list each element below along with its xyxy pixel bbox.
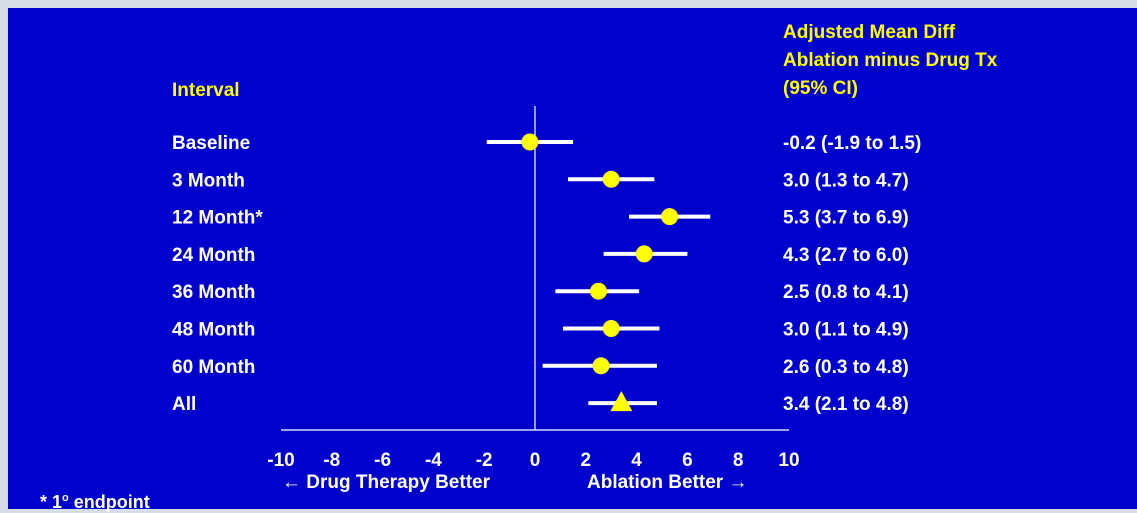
forest-row: 24 Month 4.3 (2.7 to 6.0) xyxy=(172,245,909,266)
estimate-marker xyxy=(635,245,653,263)
estimate-marker xyxy=(602,320,620,337)
forest-row: 3 Month 3.0 (1.3 to 4.7) xyxy=(172,170,909,191)
x-tick-label: 8 xyxy=(733,450,744,471)
forest-row: 12 Month* 5.3 (3.7 to 6.9) xyxy=(172,208,909,229)
row-label: 60 Month xyxy=(172,357,255,378)
row-result: 3.0 (1.1 to 4.9) xyxy=(783,320,909,341)
x-tick-label: 0 xyxy=(530,450,541,471)
estimate-marker xyxy=(610,391,633,412)
row-label: 36 Month xyxy=(172,282,255,303)
interval-header: Interval xyxy=(172,80,240,101)
estimate-marker xyxy=(592,357,610,375)
x-tick-label: 10 xyxy=(778,450,799,471)
forest-row: Baseline -0.2 (-1.9 to 1.5) xyxy=(172,133,921,154)
result-header-line: (95% CI) xyxy=(783,78,858,99)
x-label-right: Ablation Better → xyxy=(587,472,747,493)
x-label-left: ← Drug Therapy Better xyxy=(282,472,491,493)
row-label: 24 Month xyxy=(172,245,255,266)
row-result: 2.5 (0.8 to 4.1) xyxy=(783,282,909,303)
row-label: 48 Month xyxy=(172,320,255,341)
row-result: 2.6 (0.3 to 4.8) xyxy=(783,357,909,378)
estimate-marker xyxy=(602,170,620,188)
footnote: * 1o endpoint xyxy=(40,492,150,513)
x-tick-label: -8 xyxy=(323,450,340,471)
x-tick-label: 2 xyxy=(581,450,592,471)
row-result: 3.4 (2.1 to 4.8) xyxy=(783,394,909,415)
footnote-suffix: endpoint xyxy=(68,492,150,512)
row-label: 3 Month xyxy=(172,170,245,191)
forest-plot: Interval Adjusted Mean Diff Ablation minus… xyxy=(172,22,998,493)
forest-row: 48 Month 3.0 (1.1 to 4.9) xyxy=(172,320,909,341)
row-result: 5.3 (3.7 to 6.9) xyxy=(783,208,909,229)
forest-row: All 3.4 (2.1 to 4.8) xyxy=(172,391,909,415)
result-header-line: Ablation minus Drug Tx xyxy=(783,50,998,71)
slide-background: Interval Adjusted Mean Diff Ablation minus… xyxy=(8,8,1137,512)
x-tick-label: -2 xyxy=(476,450,493,471)
x-tick-label: 6 xyxy=(682,450,693,471)
estimate-marker xyxy=(590,282,607,300)
footnote-prefix: * 1 xyxy=(40,492,63,512)
estimate-marker xyxy=(661,208,679,226)
estimate-marker xyxy=(521,133,539,151)
x-tick-label: 4 xyxy=(631,450,642,471)
x-tick-label: -10 xyxy=(267,450,294,471)
row-result: -0.2 (-1.9 to 1.5) xyxy=(783,133,921,154)
row-label: Baseline xyxy=(172,133,250,154)
row-label: 12 Month* xyxy=(172,208,263,229)
result-header-line: Adjusted Mean Diff xyxy=(783,22,956,43)
row-label: All xyxy=(172,394,196,415)
row-result: 3.0 (1.3 to 4.7) xyxy=(783,170,909,191)
row-result: 4.3 (2.7 to 6.0) xyxy=(783,245,909,266)
x-tick-label: -4 xyxy=(425,450,442,471)
footnote-superscript: o xyxy=(62,492,69,504)
forest-row: 36 Month 2.5 (0.8 to 4.1) xyxy=(172,282,909,303)
x-tick-label: -6 xyxy=(374,450,391,471)
forest-row: 60 Month 2.6 (0.3 to 4.8) xyxy=(172,357,909,378)
